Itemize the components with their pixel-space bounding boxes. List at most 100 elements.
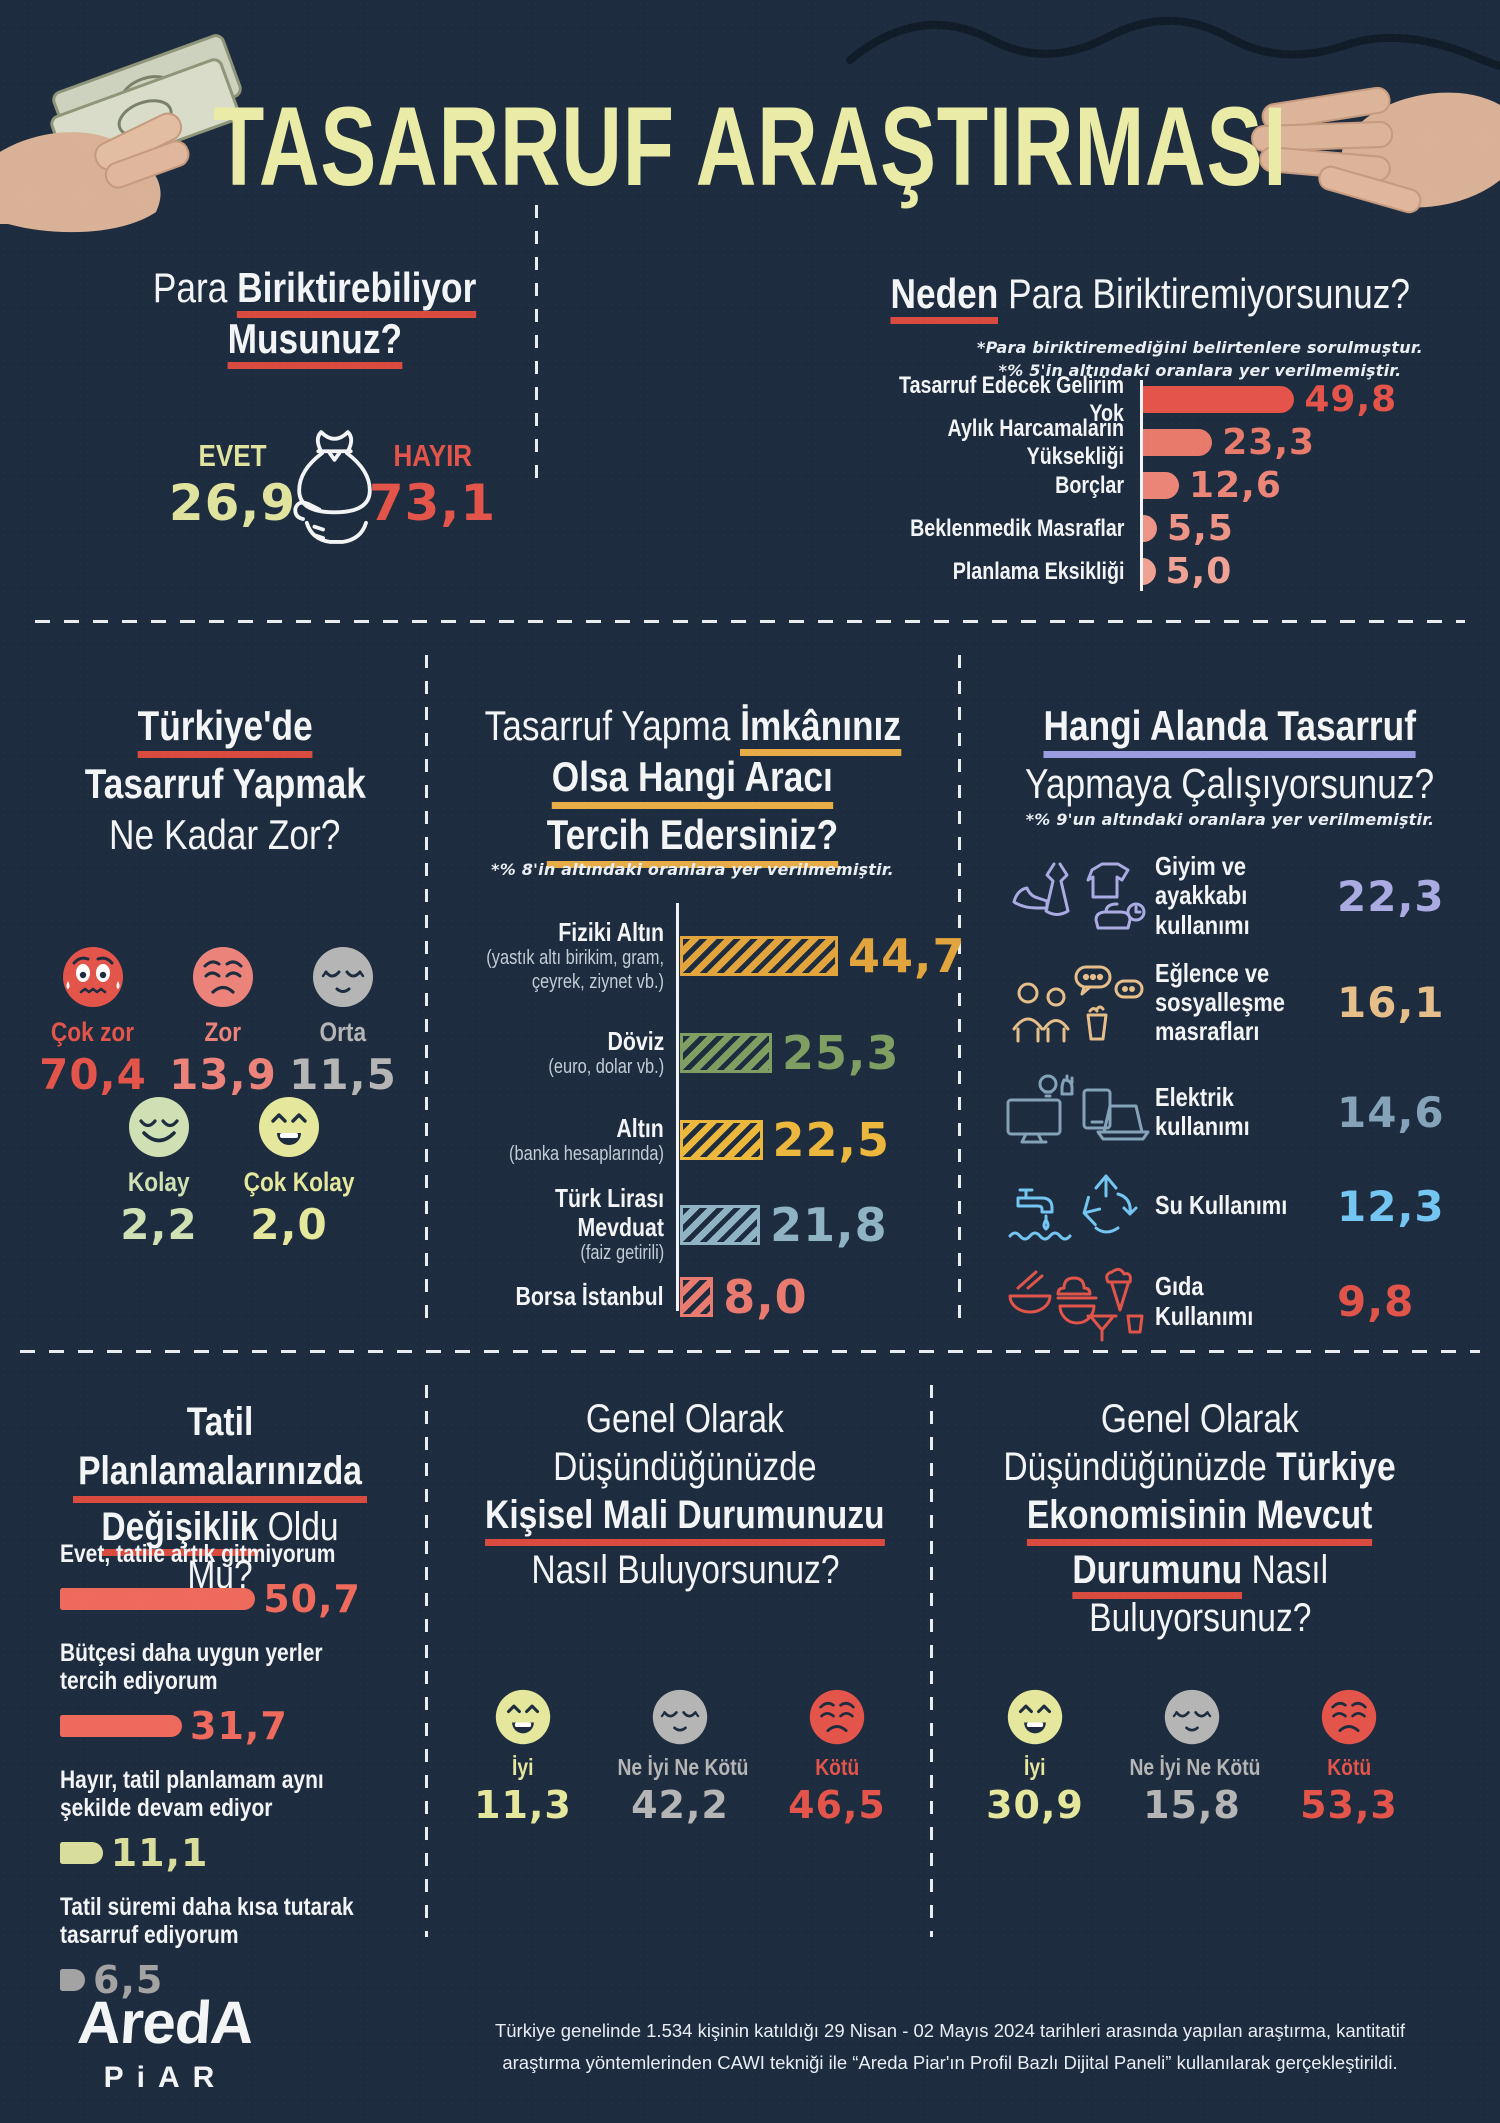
laugh-face-icon [1007,1689,1063,1745]
emotion-value: 11,5 [289,1050,397,1099]
q4-bar-sublabel: (yastık altı birikim, gram, çeyrek, ziyn… [486,946,664,993]
q5-item-value: 16,1 [1337,978,1445,1027]
water-icon [1008,1174,1138,1241]
q5-item-label: Elektrik kullanımı [1155,1081,1250,1141]
hand-with-money-icon [0,34,242,233]
emotion-label: Kötü [1327,1754,1371,1780]
divider [930,1385,933,1937]
q7-title-line4: Nasıl Buluyorsunuz? [530,1548,840,1592]
laugh-face-icon [259,1097,319,1157]
q2-title-regular: Para Biriktiremiyorsunuz? [998,270,1410,317]
methodology-line2: araştırma yöntemlerinden CAWI tekniği il… [502,2052,1398,2074]
q4-bar-value: 21,8 [770,1198,888,1252]
emotion-value: 70,4 [39,1050,147,1099]
q7-title-bold: Kişisel Mali Durumunuzu [485,1491,885,1546]
q5-title-regular: Yapmaya Çalışıyorsunuz? [1025,760,1435,808]
q7-emotion-iyi: İyi 11,3 [448,1688,598,1827]
q6-bar-value: 31,7 [190,1703,288,1748]
emotion-label: Ne İyi Ne Kötü [1129,1754,1261,1780]
emotion-value: 15,8 [1143,1783,1241,1827]
q3-title-line2: Tasarruf Yapmak [84,760,366,808]
money-bag-icon [293,430,372,544]
q5-item-label: Gıda Kullanımı [1155,1271,1254,1331]
q4-bar [680,1033,773,1073]
q2-note-line1: *Para biriktiremediğini belirtenlere sor… [977,338,1423,357]
q5-item-label: Su Kullanımı [1155,1190,1288,1221]
areda-piar-logo: AredA PiAR [76,1988,256,2095]
divider [958,655,961,1330]
q5-item-clothing: Giyim ve ayakkabı kullanımı 22,3 [995,846,1455,946]
q4-axis [676,903,679,1311]
page-title: TASARRUF ARAŞTIRMASI [212,84,1288,209]
q2-bar-row: Aylık Harcamaların Yüksekliği 23,3 [814,415,1454,470]
sad-face-icon [809,1689,865,1745]
q4-bar-value: 25,3 [782,1026,900,1080]
q1-title-bold2: Musunuz? [227,315,403,370]
q2-title-bold: Neden [890,270,999,324]
q2-bar [1140,386,1295,413]
q5-item-value: 9,8 [1337,1277,1415,1326]
q2-bar [1140,515,1158,542]
emotion-value: 2,0 [250,1200,328,1249]
q2-bar-value: 5,0 [1165,551,1233,592]
q4-bar-sublabel: (euro, dolar vb.) [548,1055,664,1078]
social-icon [1012,965,1144,1042]
logo-text-piar: PiAR [103,2061,228,2094]
q7-title: Genel Olarak Düşündüğünüzde Kişisel Mali… [445,1395,925,1594]
q4-bar [680,1120,763,1160]
q6-bar-label: Bütçesi daha uygun yerler tercih ediyoru… [60,1638,323,1696]
emotion-value: 11,3 [474,1783,572,1827]
q2-bar-label: Tasarruf Edecek Gelirim Yok [899,371,1124,427]
emotion-value: 46,5 [788,1783,886,1827]
methodology-text: Türkiye genelinde 1.534 kişinin katıldığ… [480,2015,1420,2080]
q2-bar-value: 23,3 [1222,422,1316,463]
methodology-line1: Türkiye genelinde 1.534 kişinin katıldığ… [494,2020,1406,2041]
q6-bar-label: Evet, tatile artık gitmiyorum [60,1540,336,1568]
emotion-label: Orta [319,1017,367,1047]
emotion-label: Kötü [815,1754,859,1780]
q2-bar [1140,558,1156,585]
q2-bar-label: Beklenmedik Masraflar [909,514,1124,542]
q1-option-evet: EVET 26,9 [160,438,305,532]
q2-bar-row: Tasarruf Edecek Gelirim Yok 49,8 [814,372,1454,427]
q1-title: Para Biriktirebiliyor Musunuz? [70,262,560,370]
q1-title-bold: Biriktirebiliyor [237,264,477,318]
divider [425,655,428,1330]
sleepy-face-icon [1164,1689,1220,1745]
emotion-cok-zor: Çok zor 70,4 [37,945,149,1099]
q8-title-line1: Genel Olarak [1101,1397,1299,1441]
q4-bar-label: Fiziki Altın [558,916,664,947]
q6-bar [60,1714,183,1737]
q1-evet-value: 26,9 [168,474,297,532]
q2-bar-row: Beklenmedik Masraflar 5,5 [814,507,1454,550]
q5-item-value: 22,3 [1337,871,1445,921]
clothing-icon [1012,862,1146,930]
sad-face-icon [193,947,253,1007]
emotion-label: Çok zor [51,1017,135,1047]
q7-title-line2: Düşündüğünüzde [553,1445,817,1489]
q5-item-water: Su Kullanımı 12,3 [995,1160,1455,1252]
q8-title-line5: Buluyorsunuz? [1088,1596,1312,1640]
q2-bar-row: Planlama Eksikliği 5,0 [814,550,1454,593]
q8-title-line4b: Nasıl [1241,1548,1328,1592]
emotion-label: Kolay [128,1167,190,1197]
q7-emotion-kotu: Kötü 46,5 [762,1688,912,1827]
emotion-value: 2,2 [120,1200,198,1249]
q6-chart: Evet, tatile artık gitmiyorum 50,7 Bütçe… [60,1540,420,2002]
q2-bar-label: Aylık Harcamaların Yüksekliği [947,414,1124,470]
laugh-face-icon [495,1689,551,1745]
q4-title: Tasarruf Yapma İmkânınız Olsa Hangi Arac… [435,700,950,868]
q2-bar-value: 12,6 [1189,465,1282,506]
divider [35,620,1465,623]
q4-bar-label: Borsa İstanbul [515,1281,664,1312]
food-icon [1008,1267,1144,1341]
q2-bar-value: 5,5 [1167,508,1234,549]
q6-title: Tatil Planlamalarınızda Değişiklik Oldu … [45,1398,395,1600]
q6-bar-label: Tatil süremi daha kısa tutarak tasarruf … [60,1892,354,1950]
q6-bar-value: 50,7 [263,1576,361,1621]
q1-hayir-value: 73,1 [368,474,497,532]
q4-title-bold1: İmkânınız [740,702,901,756]
q8-title-line2a: Düşündüğünüzde [1003,1445,1277,1489]
q2-bar-label: Borçlar [1055,471,1124,499]
q2-note: *Para biriktiremediğini belirtenlere sor… [900,336,1500,382]
